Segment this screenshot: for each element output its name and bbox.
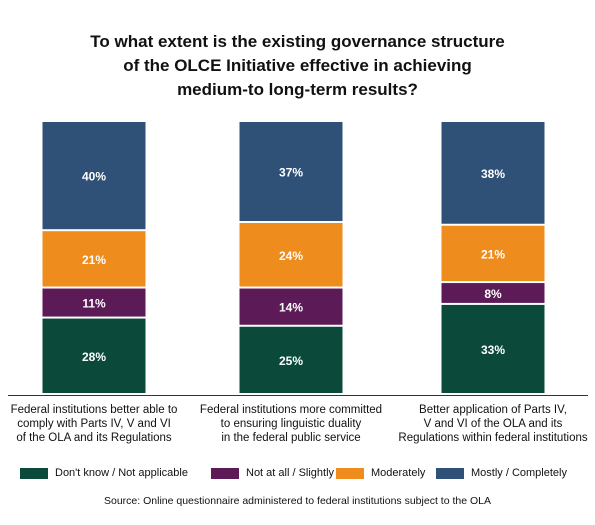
bar-segment xyxy=(441,122,545,224)
bar-segment xyxy=(239,223,343,287)
bar-value-label: 25% xyxy=(279,354,303,368)
bar-value-label: 14% xyxy=(279,301,303,315)
bar-value-label: 37% xyxy=(279,166,303,180)
legend-swatch xyxy=(20,467,48,479)
bar-segment xyxy=(42,288,146,317)
category-label-2: Federal institutions more committed to e… xyxy=(196,403,386,445)
category-label-3: Better application of Parts IV, V and VI… xyxy=(398,403,588,445)
legend-item: Don't know / Not applicable xyxy=(20,467,188,479)
category-label-line: comply with Parts IV, V and VI xyxy=(17,418,171,430)
bar-segment xyxy=(239,122,343,222)
legend-swatch xyxy=(336,467,364,479)
legend-item: Mostly / Completely xyxy=(436,467,567,479)
bar-value-label: 40% xyxy=(82,170,106,184)
bar-value-label: 28% xyxy=(82,350,106,364)
legend-swatch xyxy=(211,467,239,479)
bar-value-label: 8% xyxy=(484,287,502,301)
legend-label: Don't know / Not applicable xyxy=(55,467,188,479)
bar-value-label: 33% xyxy=(481,343,505,357)
legend-label: Not at all / Slightly xyxy=(246,467,335,479)
category-label-line: in the federal public service xyxy=(221,432,361,444)
bar-segment xyxy=(441,283,545,303)
legend-swatch xyxy=(436,467,464,479)
chart-title-line: of the OLCE Initiative effective in achi… xyxy=(123,56,472,75)
source-note: Source: Online questionnaire administere… xyxy=(104,495,491,507)
bar-segment xyxy=(239,288,343,325)
bar-value-label: 21% xyxy=(481,247,505,261)
chart-title-line: medium-to long-term results? xyxy=(177,80,418,99)
legend-label: Moderately xyxy=(371,467,426,479)
category-label-line: Federal institutions more committed xyxy=(199,404,383,416)
bar-value-label: 24% xyxy=(279,249,303,263)
chart-title-line: To what extent is the existing governanc… xyxy=(90,32,505,51)
category-label-line: Better application of Parts IV, xyxy=(419,404,567,416)
legend: Don't know / Not applicable Not at all /… xyxy=(0,467,595,483)
category-label-line: Federal institutions better able to xyxy=(10,404,178,416)
bar-value-label: 11% xyxy=(82,297,106,311)
bar-value-label: 21% xyxy=(82,253,106,267)
category-label-1: Federal institutions better able to comp… xyxy=(0,403,189,445)
bar-segment xyxy=(42,318,146,393)
legend-label: Mostly / Completely xyxy=(471,467,567,479)
bar-segment xyxy=(441,304,545,393)
bar-segment xyxy=(42,231,146,287)
bar-segment xyxy=(441,225,545,282)
legend-item: Not at all / Slightly xyxy=(211,467,334,479)
legend-item: Moderately xyxy=(336,467,425,479)
chart-title: To what extent is the existing governanc… xyxy=(0,30,595,102)
category-label-line: V and VI of the OLA and its xyxy=(423,418,563,430)
category-label-line: to ensuring linguistic duality xyxy=(220,418,362,430)
bar-value-label: 38% xyxy=(481,167,505,181)
bar-segment xyxy=(42,122,146,230)
category-label-line: of the OLA and its Regulations xyxy=(16,432,172,444)
bar-segment xyxy=(239,326,343,393)
category-label-line: Regulations within federal institutions xyxy=(398,432,588,444)
